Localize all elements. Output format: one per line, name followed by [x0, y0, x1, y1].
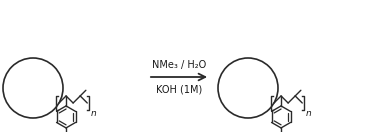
Text: NMe₃ / H₂O: NMe₃ / H₂O [152, 60, 206, 70]
Text: n: n [306, 109, 311, 118]
Text: n: n [91, 109, 96, 118]
Text: KOH (1M): KOH (1M) [156, 84, 202, 94]
